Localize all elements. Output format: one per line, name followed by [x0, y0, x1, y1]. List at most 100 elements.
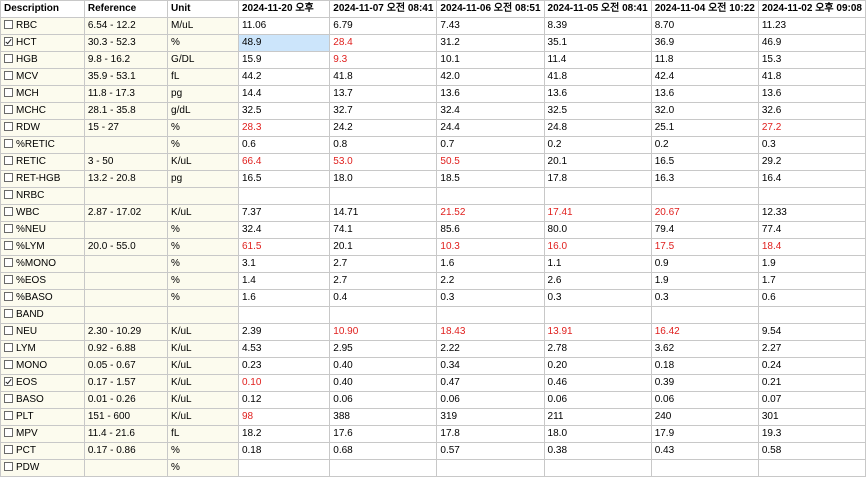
result-cell[interactable]: 0.46	[543, 374, 652, 392]
result-cell[interactable]: 74.1	[329, 221, 438, 239]
result-cell[interactable]: 41.8	[543, 68, 652, 86]
result-cell[interactable]: 0.57	[436, 442, 545, 460]
result-cell-abnormal[interactable]: 28.3	[237, 119, 331, 137]
table-row[interactable]: RETIC 3 - 50 K/uL 66.4 53.0 50.5 20.1 16.5 29.2	[0, 153, 866, 171]
checkbox[interactable]	[4, 224, 13, 233]
table-row[interactable]: PLT 151 - 600 K/uL 98 388 319 211 240 301	[0, 408, 866, 426]
result-cell[interactable]: 0.3	[436, 289, 545, 307]
table-row[interactable]: RDW 15 - 27% 28.3 24.2 24.4 24.8 25.1 27.2	[0, 119, 866, 137]
result-cell-abnormal[interactable]: 16.0	[543, 238, 652, 256]
result-cell[interactable]: 42.4	[650, 68, 759, 86]
result-cell[interactable]: 24.8	[543, 119, 652, 137]
table-row[interactable]: PCT 0.17 - 0.86% 0.18 0.68 0.57 0.38 0.43 0.58	[0, 442, 866, 460]
column-header-date[interactable]: 2024-11-02 오후 09:08	[757, 0, 866, 18]
table-row[interactable]: %MONO% 3.1 2.7 1.6 1.1 0.9 1.9	[0, 255, 866, 273]
result-cell[interactable]: 0.40	[329, 374, 438, 392]
result-cell[interactable]: 16.4	[757, 170, 866, 188]
result-cell[interactable]: 1.9	[650, 272, 759, 290]
table-row[interactable]: MONO 0.05 - 0.67 K/uL 0.23 0.40 0.34 0.20 0.18 0…	[0, 357, 866, 375]
result-cell[interactable]: 36.9	[650, 34, 759, 52]
result-cell[interactable]: 15.3	[757, 51, 866, 69]
result-cell[interactable]: 0.2	[650, 136, 759, 154]
result-cell[interactable]: 16.5	[650, 153, 759, 171]
result-cell[interactable]: 0.07	[757, 391, 866, 409]
result-cell[interactable]: 240	[650, 408, 759, 426]
result-cell[interactable]	[436, 187, 545, 205]
result-cell[interactable]: 18.0	[543, 425, 652, 443]
result-cell[interactable]	[650, 306, 759, 324]
result-cell[interactable]: 1.1	[543, 255, 652, 273]
result-cell[interactable]	[757, 187, 866, 205]
checkbox[interactable]	[4, 258, 13, 267]
column-header-date[interactable]: 2024-11-07 오전 08:41	[329, 0, 438, 18]
result-cell[interactable]: 31.2	[436, 34, 545, 52]
result-cell[interactable]: 11.23	[757, 17, 866, 35]
result-cell[interactable]: 12.33	[757, 204, 866, 222]
result-cell[interactable]: 11.8	[650, 51, 759, 69]
checkbox[interactable]	[4, 462, 13, 471]
result-cell[interactable]: 0.06	[543, 391, 652, 409]
result-cell[interactable]: 17.8	[436, 425, 545, 443]
result-cell[interactable]: 13.7	[329, 85, 438, 103]
result-cell[interactable]: 32.7	[329, 102, 438, 120]
result-cell[interactable]: 0.40	[329, 357, 438, 375]
result-cell[interactable]: 46.9	[757, 34, 866, 52]
result-cell-abnormal[interactable]: 17.5	[650, 238, 759, 256]
result-cell[interactable]: 3.1	[237, 255, 331, 273]
checkbox[interactable]	[4, 20, 13, 29]
result-cell[interactable]: 0.24	[757, 357, 866, 375]
checkbox[interactable]	[4, 428, 13, 437]
result-cell[interactable]: 0.8	[329, 136, 438, 154]
column-header-date[interactable]: 2024-11-20 오후	[237, 0, 331, 18]
result-cell-abnormal[interactable]: 61.5	[237, 238, 331, 256]
result-cell-abnormal[interactable]: 98	[237, 408, 331, 426]
result-cell[interactable]: 13.6	[543, 85, 652, 103]
table-row[interactable]: HCT 30.3 - 52.3% 48.9 28.4 31.2 35.1 36.9 46.9	[0, 34, 866, 52]
result-cell[interactable]: 7.37	[237, 204, 331, 222]
result-cell[interactable]: 13.6	[757, 85, 866, 103]
table-row[interactable]: PDW%	[0, 459, 866, 477]
result-cell[interactable]: 17.6	[329, 425, 438, 443]
result-cell[interactable]: 0.4	[329, 289, 438, 307]
table-row[interactable]: RET-HGB 13.2 - 20.8 pg 16.5 18.0 18.5 17.8 16.3…	[0, 170, 866, 188]
checkbox[interactable]	[4, 326, 13, 335]
result-cell[interactable]: 2.6	[543, 272, 652, 290]
result-cell-abnormal[interactable]: 50.5	[436, 153, 545, 171]
table-row[interactable]: %RETIC% 0.6 0.8 0.7 0.2 0.2 0.3	[0, 136, 866, 154]
result-cell[interactable]: 18.5	[436, 170, 545, 188]
result-cell-abnormal[interactable]: 21.52	[436, 204, 545, 222]
result-cell[interactable]: 8.70	[650, 17, 759, 35]
result-cell[interactable]: 16.3	[650, 170, 759, 188]
result-cell[interactable]: 18.2	[237, 425, 331, 443]
checkbox[interactable]	[4, 54, 13, 63]
result-cell[interactable]: 3.62	[650, 340, 759, 358]
result-cell[interactable]: 2.27	[757, 340, 866, 358]
checkbox[interactable]	[4, 445, 13, 454]
result-cell[interactable]: 0.43	[650, 442, 759, 460]
result-cell[interactable]: 25.1	[650, 119, 759, 137]
result-cell[interactable]: 0.06	[650, 391, 759, 409]
result-cell[interactable]: 24.2	[329, 119, 438, 137]
result-cell[interactable]: 0.18	[237, 442, 331, 460]
result-cell[interactable]: 0.06	[436, 391, 545, 409]
result-cell[interactable]: 14.4	[237, 85, 331, 103]
checkbox[interactable]	[4, 122, 13, 131]
checkbox[interactable]	[4, 173, 13, 182]
result-cell[interactable]: 0.6	[757, 289, 866, 307]
result-cell-abnormal[interactable]: 28.4	[329, 34, 438, 52]
result-cell[interactable]: 29.2	[757, 153, 866, 171]
result-cell[interactable]: 2.39	[237, 323, 331, 341]
result-cell[interactable]	[650, 187, 759, 205]
result-cell[interactable]: 0.23	[237, 357, 331, 375]
result-cell[interactable]: 0.58	[757, 442, 866, 460]
result-cell-abnormal[interactable]: 9.3	[329, 51, 438, 69]
checkbox[interactable]	[4, 207, 13, 216]
result-cell[interactable]	[757, 306, 866, 324]
result-cell[interactable]	[237, 187, 331, 205]
result-cell[interactable]: 9.54	[757, 323, 866, 341]
result-cell[interactable]: 16.5	[237, 170, 331, 188]
result-cell-abnormal[interactable]: 20.67	[650, 204, 759, 222]
checkbox-checked[interactable]	[4, 377, 13, 386]
result-cell[interactable]: 32.6	[757, 102, 866, 120]
table-row[interactable]: HGB 9.8 - 16.2 G/DL 15.9 9.3 10.1 11.4 11.8 15.3	[0, 51, 866, 69]
